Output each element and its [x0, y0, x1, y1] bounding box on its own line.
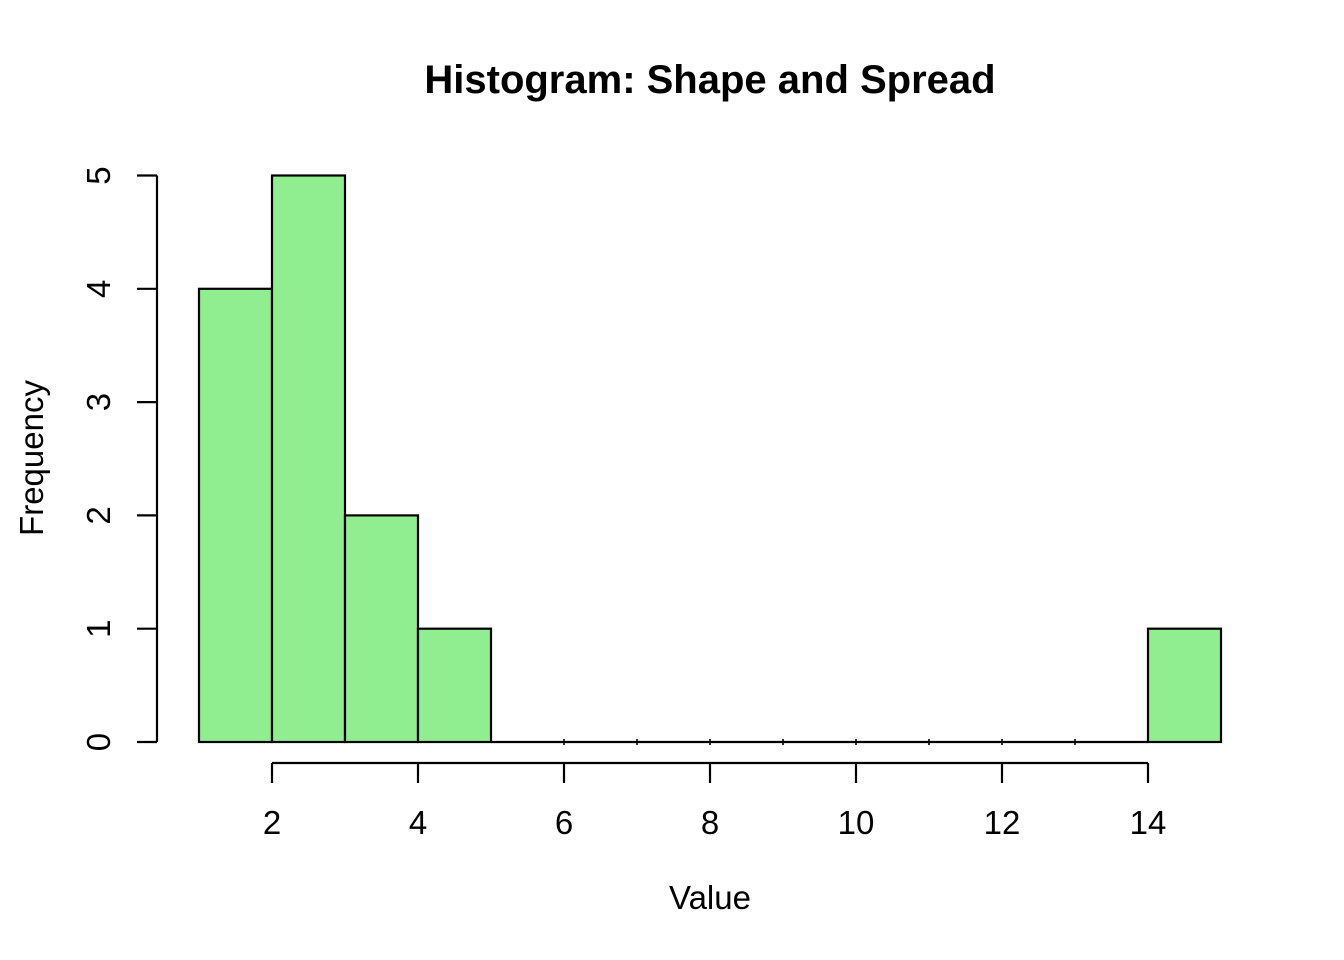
x-tick-label: 12 — [984, 804, 1021, 841]
histogram-bar — [1146, 627, 1223, 744]
y-tick-label: 4 — [80, 280, 117, 298]
x-tick-label: 6 — [555, 804, 573, 841]
histogram-bar — [270, 174, 347, 744]
x-tick-label: 4 — [409, 804, 427, 841]
bars-group — [197, 174, 1223, 745]
chart-title: Histogram: Shape and Spread — [424, 58, 995, 102]
x-tick-label: 2 — [263, 804, 281, 841]
x-tick-label: 8 — [701, 804, 719, 841]
x-axis-title: Value — [669, 879, 751, 916]
histogram-bar — [343, 514, 420, 744]
x-axis: 2 4 6 8 10 12 14 — [263, 761, 1167, 841]
y-tick-label: 1 — [80, 620, 117, 638]
y-axis: 0 1 2 3 4 5 — [80, 166, 159, 751]
y-tick-label: 2 — [80, 506, 117, 524]
histogram-bar — [197, 287, 274, 744]
y-tick-label: 0 — [80, 733, 117, 751]
y-axis-title: Frequency — [13, 380, 50, 536]
y-tick-label: 3 — [80, 393, 117, 411]
y-tick-label: 5 — [80, 166, 117, 184]
histogram-bar — [416, 627, 493, 744]
x-tick-label: 10 — [838, 804, 875, 841]
x-tick-label: 14 — [1130, 804, 1167, 841]
